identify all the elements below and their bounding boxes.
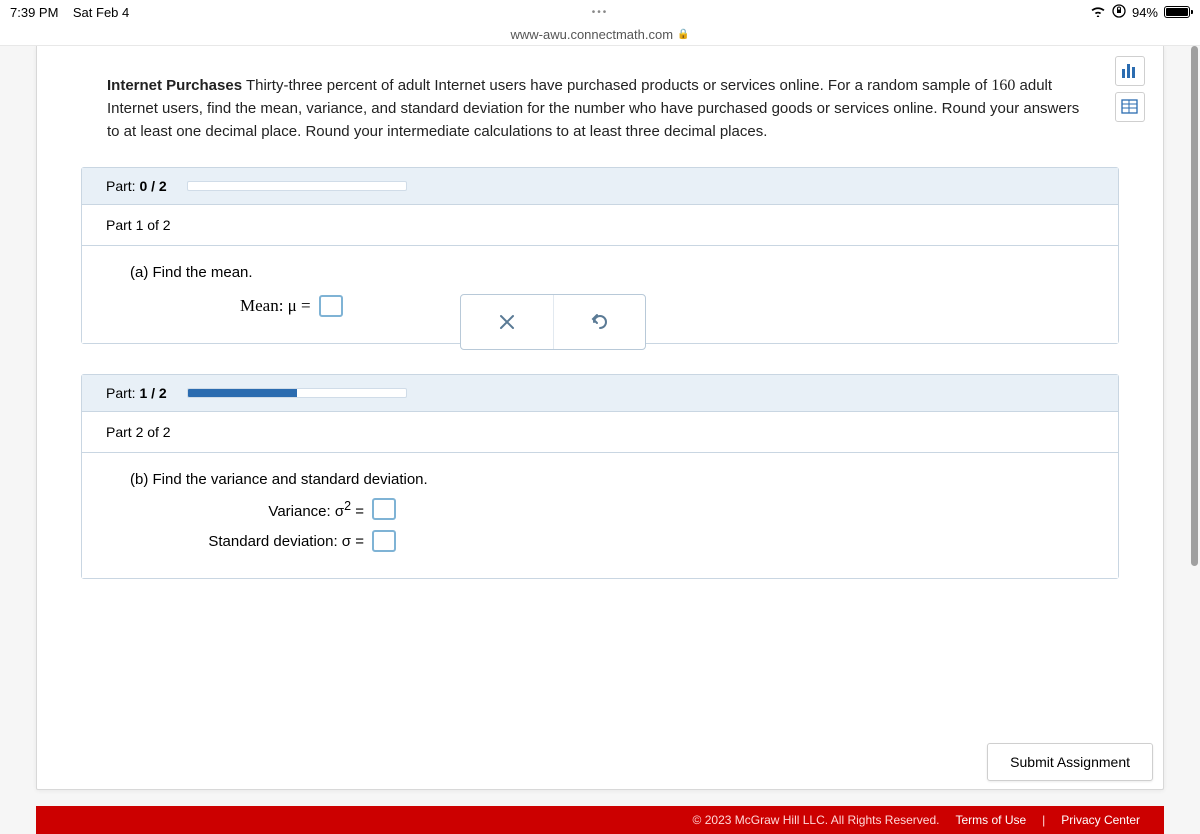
question-text: Internet Purchases Thirty-three percent … [37, 46, 1163, 167]
part-1-header[interactable]: Part: 1 / 2 [82, 375, 1118, 411]
part-1-prefix: Part: [106, 385, 139, 401]
question-body-a: Thirty-three percent of adult Internet u… [242, 77, 991, 94]
footer-separator: | [1042, 813, 1045, 827]
question-title: Internet Purchases [107, 77, 242, 94]
part-1-progress-label: 1 / 2 [139, 385, 166, 401]
wifi-icon [1090, 5, 1106, 20]
part-1-progress-bar [187, 388, 407, 398]
part-0-prefix: Part: [106, 178, 139, 194]
orientation-lock-icon [1112, 4, 1126, 21]
variance-input[interactable] [372, 498, 396, 520]
undo-button[interactable] [553, 295, 646, 349]
browser-url-bar[interactable]: www-awu.connectmath.com 🔒 [0, 24, 1200, 46]
footer-copyright: © 2023 McGraw Hill LLC. All Rights Reser… [693, 813, 940, 827]
mean-input[interactable] [319, 295, 343, 317]
part-1-title: Part 1 of 2 [82, 204, 1118, 245]
stats-tool-icon[interactable] [1115, 56, 1145, 86]
submit-assignment-button[interactable]: Submit Assignment [987, 743, 1153, 781]
terms-of-use-link[interactable]: Terms of Use [955, 813, 1026, 827]
lock-icon: 🔒 [677, 29, 689, 40]
tab-dots-icon[interactable]: ••• [592, 7, 609, 18]
part-2-title: Part 2 of 2 [82, 411, 1118, 452]
page-viewport: Internet Purchases Thirty-three percent … [0, 46, 1200, 834]
part-0-progress-label: 0 / 2 [139, 178, 166, 194]
footer-bar: © 2023 McGraw Hill LLC. All Rights Reser… [36, 806, 1164, 834]
battery-icon [1164, 6, 1190, 18]
status-time: 7:39 PM [10, 5, 58, 20]
part-1-body: (a) Find the mean. Mean: μ = [82, 245, 1118, 343]
clear-button[interactable] [461, 295, 553, 349]
part-2-prompt: (b) Find the variance and standard devia… [130, 471, 1070, 488]
stddev-input[interactable] [372, 530, 396, 552]
scrollbar-thumb[interactable] [1191, 46, 1198, 566]
assignment-card: Internet Purchases Thirty-three percent … [36, 46, 1164, 790]
status-date: Sat Feb 4 [73, 5, 129, 20]
part-1-prompt: (a) Find the mean. [130, 264, 1070, 281]
battery-percent: 94% [1132, 5, 1158, 20]
privacy-center-link[interactable]: Privacy Center [1061, 813, 1140, 827]
mean-label: Mean: μ = [240, 296, 311, 316]
part-0-progress-bar [187, 181, 407, 191]
variance-label: Variance: σ [268, 503, 344, 520]
table-tool-icon[interactable] [1115, 92, 1145, 122]
part-1-section: Part: 1 / 2 Part 2 of 2 (b) Find the var… [81, 374, 1119, 579]
part-0-header[interactable]: Part: 0 / 2 [82, 168, 1118, 204]
url-host: www-awu.connectmath.com [510, 27, 673, 42]
part-2-body: (b) Find the variance and standard devia… [82, 452, 1118, 578]
ipad-status-bar: 7:39 PM Sat Feb 4 ••• 94% [0, 0, 1200, 24]
sample-size: 160 [991, 77, 1015, 94]
stddev-label: Standard deviation: σ = [130, 533, 364, 550]
variance-eq: = [351, 503, 364, 520]
part-0-section: Part: 0 / 2 Part 1 of 2 (a) Find the mea… [81, 167, 1119, 344]
answer-toolbox [460, 294, 646, 350]
vertical-scrollbar[interactable] [1191, 46, 1198, 834]
